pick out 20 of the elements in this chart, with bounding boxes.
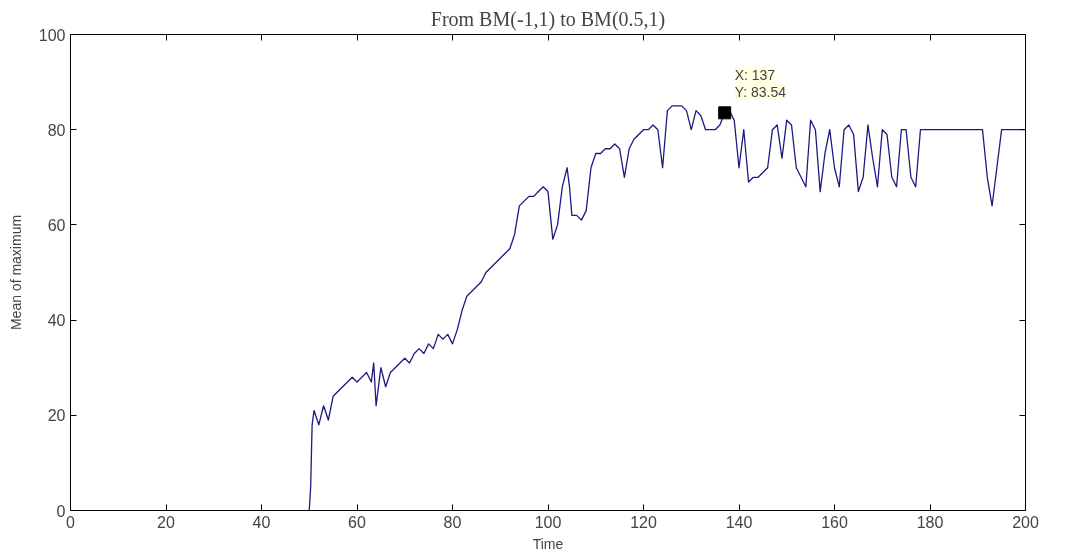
y-tick-label: 20 xyxy=(47,407,66,425)
y-tick-label: 80 xyxy=(47,121,66,139)
y-tick-label: 100 xyxy=(38,26,66,44)
x-tick-label: 80 xyxy=(443,513,462,531)
y-tick-label: 60 xyxy=(47,216,66,234)
y-tick-label: 0 xyxy=(56,502,66,520)
x-tick-label: 180 xyxy=(916,513,944,531)
x-tick-label: 40 xyxy=(252,513,271,531)
annotation: X: 137 Y: 83.54 xyxy=(734,66,787,100)
y-axis-title: Mean of maximum xyxy=(7,214,24,331)
chart-title: From BM(-1,1) to BM(0.5,1) xyxy=(430,7,666,31)
x-tick-label: 20 xyxy=(157,513,175,531)
x-tick-label: 160 xyxy=(821,513,848,531)
x-tick-label: 120 xyxy=(630,513,657,531)
x-tick-label: 140 xyxy=(725,513,753,531)
x-axis-title: Time xyxy=(532,535,564,552)
x-tick-label: 100 xyxy=(534,513,562,531)
y-tick-label: 40 xyxy=(47,312,66,330)
x-tick-label: 60 xyxy=(348,513,366,531)
x-tick-label: 200 xyxy=(1012,513,1039,531)
